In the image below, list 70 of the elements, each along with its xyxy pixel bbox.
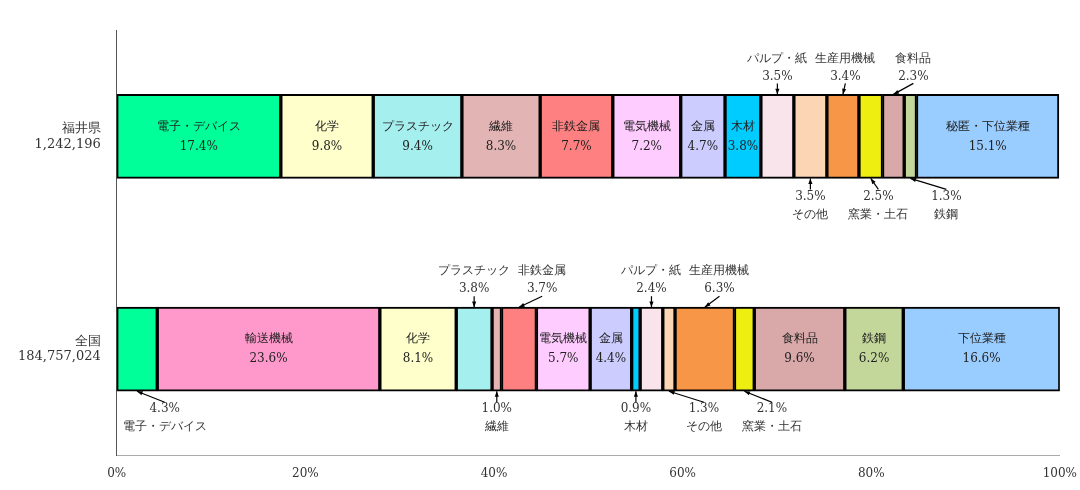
data-label: 9.4% [402,138,433,153]
data-label: 7.2% [631,138,662,153]
data-label: 17.4% [179,138,218,153]
text: その他 [685,419,722,434]
series-label: プラスチック [381,118,454,133]
text: 鉄鋼 [934,206,959,221]
data-label: 9.8% [311,138,343,153]
data-label: 4.3% [149,401,180,416]
series-label: 繊維 [488,118,514,133]
text: 木材 [623,419,648,434]
data-label: 3.5% [762,68,793,83]
data-label: 2.4% [636,281,667,296]
text: パルプ・紙 [746,50,808,65]
data-label: 1.3% [931,188,962,203]
series-label: 電子・デバイス [156,118,241,133]
data-label: 5.7% [548,351,579,366]
data-label: 1.0% [481,401,513,416]
text: 生産用機械 [815,50,876,65]
data-label: 15.1% [968,138,1007,153]
data-label: 0.9% [620,401,652,416]
x-tick-label: 0% [107,465,127,480]
series-label: 鉄鋼 [862,331,887,346]
x-tick-label: 40% [480,465,508,480]
text: 化学 [406,331,431,346]
data-label: 23.6% [249,351,288,366]
x-tick-label: 80% [857,465,885,480]
text: 生産用機械 [689,263,750,278]
text: 電子・デバイス [122,419,207,434]
text: その他 [792,206,829,221]
series-label: 電気機械 [539,331,588,346]
series-label: 下位業種 [957,331,1006,346]
text: パルプ・紙 [621,263,682,278]
series-label: 非鉄金属 [552,118,601,133]
data-label: 3.8% [727,138,759,153]
text: 窯業・土石 [741,419,802,434]
y-tick-label: 全国 184,757,024 [17,332,101,364]
series-label: 金属 [598,331,623,346]
data-label: 3.8% [458,281,490,296]
y-tick-label: 福井県 1,242,196 [34,119,101,151]
data-label: 6.2% [858,351,890,366]
text: 窯業・土石 [848,206,909,221]
data-label: 6.3% [704,281,735,296]
text: 金属 [690,118,715,133]
data-label: 2.3% [898,68,929,83]
text: プラスチック [438,263,511,278]
data-label: 4.7% [687,138,719,153]
data-label: 1.3% [688,401,720,416]
data-label: 2.1% [756,401,788,416]
text: 食料品 [895,50,932,65]
data-label: 3.5% [795,188,826,203]
data-label: 3.7% [526,281,558,296]
x-tick-label: 20% [292,465,319,480]
data-label: 8.1% [402,351,434,366]
series-label: 輸送機械 [244,331,293,346]
x-tick-label: 100% [1042,465,1077,480]
data-label: 16.6% [962,351,1001,366]
series-label: 秘匿・下位業種 [945,118,1030,133]
data-label: 2.5% [863,188,894,203]
series-label: 木材 [730,118,755,133]
text: 非鉄金属 [518,263,567,278]
x-tick-label: 60% [669,465,696,480]
data-label: 7.7% [561,138,592,153]
text: 電気機械 [622,118,671,133]
data-label: 4.4% [595,351,627,366]
series-label: 食料品 [781,331,818,346]
series-label: 化学 [315,118,340,133]
text: 繊維 [484,419,509,434]
data-label: 3.4% [830,68,861,83]
data-label: 8.3% [485,138,517,153]
data-label: 9.6% [784,351,815,366]
